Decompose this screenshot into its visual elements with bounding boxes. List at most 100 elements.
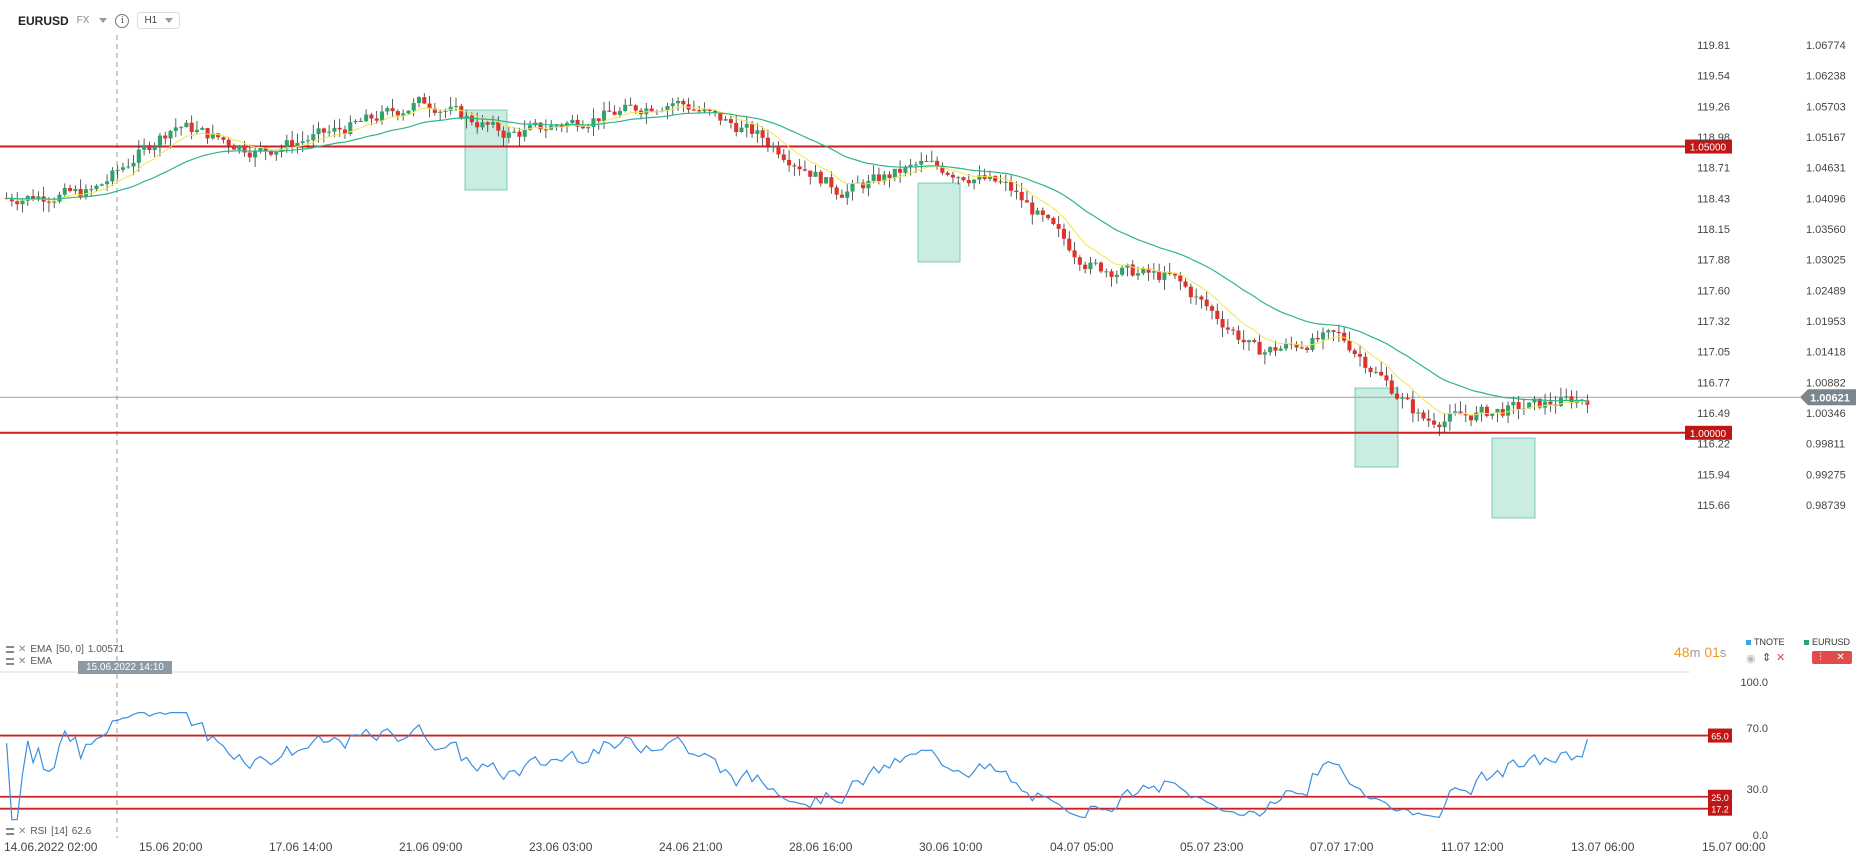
candle-body <box>247 152 252 158</box>
candle-body <box>1278 348 1283 351</box>
rsi-level-label: 25.0 <box>1711 793 1729 803</box>
candle-body <box>1246 340 1252 343</box>
candle-body <box>1141 268 1146 274</box>
candle-body <box>1484 406 1489 416</box>
close-icon[interactable]: ✕ <box>18 656 27 667</box>
right-axis-tick: 1.05167 <box>1806 132 1846 144</box>
close-icon[interactable]: ✕ <box>18 644 27 655</box>
x-axis-tick: 24.06 21:00 <box>659 840 723 854</box>
candle-body <box>221 137 226 140</box>
reorder-icon[interactable]: ⇕ <box>1762 652 1772 664</box>
candle-body <box>1400 397 1405 399</box>
candle-body <box>168 130 173 139</box>
candle-body <box>512 131 517 133</box>
indicator-ema-1[interactable]: ✕ EMA [50, 0] 1.00571 <box>6 644 124 655</box>
candle-body <box>972 179 977 184</box>
left-axis-tick: 116.49 <box>1697 408 1730 420</box>
candle-body <box>1003 181 1008 183</box>
candle-body <box>268 150 274 155</box>
options-icon[interactable]: ⫶ <box>1819 652 1822 663</box>
timeframe-value: H1 <box>144 15 158 26</box>
settings-icon[interactable] <box>6 658 14 665</box>
candle-body <box>453 106 459 108</box>
candle-body <box>591 118 596 128</box>
candle-body <box>485 122 490 125</box>
candle-body <box>824 177 829 184</box>
candle-body <box>1252 340 1257 342</box>
candle-body <box>73 189 78 192</box>
candle-body <box>9 198 14 202</box>
info-icon[interactable]: i <box>115 13 130 28</box>
eye-icon[interactable]: ◉ <box>1746 653 1756 665</box>
candle-body <box>1363 356 1368 368</box>
candle-body <box>1516 402 1521 409</box>
candle-body <box>1146 268 1151 273</box>
candle-body <box>945 172 950 175</box>
candle-body <box>1024 200 1030 203</box>
candle-body <box>924 160 929 162</box>
indicator-ema-2[interactable]: ✕ EMA <box>6 656 52 667</box>
candle-body <box>1357 354 1363 357</box>
candle-body <box>771 145 776 147</box>
timeframe-select[interactable]: H1 <box>137 12 181 29</box>
candle-body <box>157 135 162 147</box>
candle-body <box>369 114 374 119</box>
symbol-label[interactable]: EURUSD <box>18 13 69 28</box>
candle-body <box>633 105 638 111</box>
close-icon[interactable]: ✕ <box>1776 652 1786 664</box>
candle-body <box>110 170 115 182</box>
candle-body <box>1046 214 1051 219</box>
left-axis-tick: 118.98 <box>1697 132 1730 144</box>
candle-body <box>1183 281 1188 287</box>
candle-body <box>781 154 786 160</box>
candle-body <box>929 160 934 162</box>
candle-body <box>707 109 712 111</box>
candle-body <box>136 149 141 163</box>
chevron-down-icon[interactable] <box>99 18 108 23</box>
candle-body <box>422 97 427 104</box>
settings-icon[interactable] <box>6 828 14 835</box>
candle-body <box>321 128 326 133</box>
rsi-level-badge <box>1708 728 1732 743</box>
settings-icon[interactable] <box>6 646 14 653</box>
right-axis-tick: 1.02489 <box>1806 285 1846 297</box>
candle-body <box>427 103 432 109</box>
candle-body <box>57 194 62 202</box>
candle-body <box>258 148 263 151</box>
left-axis-tick: 117.05 <box>1697 347 1730 359</box>
right-axis-tick: 1.01418 <box>1806 347 1846 359</box>
rsi-legend[interactable]: ✕ RSI [14] 62.6 <box>6 826 91 837</box>
candle-body <box>617 110 622 115</box>
left-axis-tick: 116.77 <box>1697 377 1730 389</box>
x-axis-tick: 04.07 05:00 <box>1050 840 1114 854</box>
candle-body <box>1178 275 1183 282</box>
candle-body <box>131 162 136 167</box>
x-axis-tick: 30.06 10:00 <box>919 840 983 854</box>
series-actions[interactable]: ⫶ ✕ <box>1812 651 1852 664</box>
candle-body <box>1098 262 1104 272</box>
candle-body <box>152 146 157 151</box>
close-icon[interactable]: ✕ <box>1836 652 1845 663</box>
legend-eurusd[interactable]: EURUSD <box>1804 637 1850 647</box>
legend-tnote[interactable]: TNOTE <box>1746 637 1785 647</box>
x-axis-tick: 13.07 06:00 <box>1571 840 1635 854</box>
close-icon[interactable]: ✕ <box>18 826 27 837</box>
right-axis-tick: 1.03560 <box>1806 224 1846 236</box>
candle-body <box>718 112 723 121</box>
candle-body <box>1305 347 1310 351</box>
candle-body <box>216 133 221 138</box>
candle-body <box>1194 296 1199 298</box>
candle-body <box>760 130 765 138</box>
rsi-axis-tick: 30.0 <box>1747 784 1768 796</box>
rsi-params: [14] <box>51 826 68 837</box>
rsi-axis-tick: 0.0 <box>1753 830 1768 842</box>
candle-body <box>1225 327 1230 330</box>
candle-body <box>1019 191 1024 201</box>
rsi-axis-tick: 70.0 <box>1747 723 1768 735</box>
candle-body <box>1506 405 1511 416</box>
candle-body <box>580 126 585 129</box>
candle-body <box>670 103 675 107</box>
candle-body <box>935 160 940 166</box>
candle-body <box>1564 396 1569 398</box>
